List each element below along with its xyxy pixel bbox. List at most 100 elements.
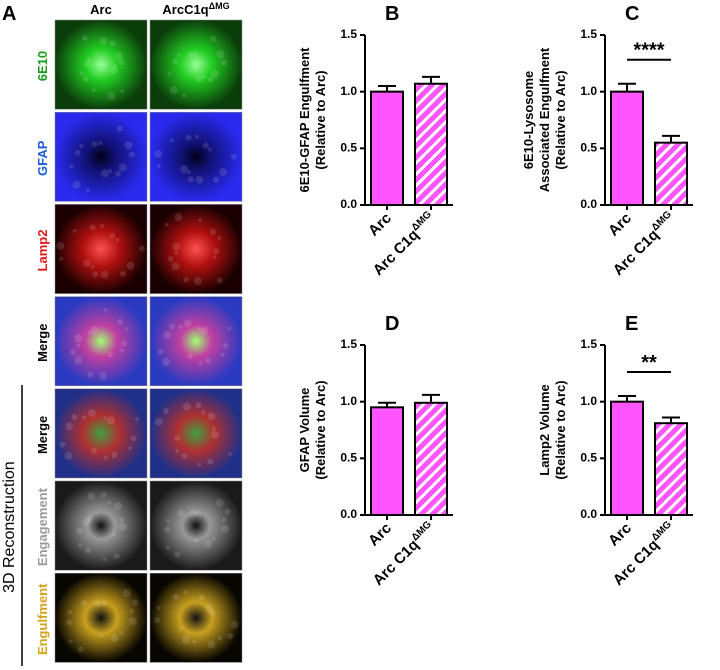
texture xyxy=(187,353,194,360)
texture xyxy=(90,325,99,334)
micrograph xyxy=(54,480,148,571)
texture xyxy=(157,348,164,355)
texture xyxy=(92,271,99,278)
error-bar xyxy=(662,134,680,143)
panel-letter: D xyxy=(385,313,399,335)
texture xyxy=(72,228,77,233)
texture xyxy=(172,242,181,251)
texture xyxy=(72,180,81,189)
texture xyxy=(207,640,216,649)
texture xyxy=(220,352,225,357)
bar xyxy=(610,400,644,516)
texture xyxy=(118,59,125,66)
bar xyxy=(654,141,688,207)
y-tick-label: 1.5 xyxy=(580,27,597,41)
texture xyxy=(129,609,134,614)
texture xyxy=(207,76,214,83)
texture xyxy=(87,491,96,500)
texture xyxy=(185,134,192,141)
error-bar xyxy=(422,75,440,84)
y-tick-label: 0.0 xyxy=(340,507,357,521)
y-tick-label: 0.5 xyxy=(580,451,597,465)
texture xyxy=(74,334,83,343)
texture xyxy=(68,639,73,644)
y-tick-label: 0.0 xyxy=(580,197,597,211)
texture xyxy=(221,517,226,522)
micrograph xyxy=(54,19,148,110)
texture xyxy=(174,551,181,558)
bar xyxy=(370,90,404,206)
texture xyxy=(210,430,219,439)
row-label: Merge xyxy=(35,416,50,454)
y-tick-label: 0.5 xyxy=(340,451,357,465)
texture xyxy=(161,358,170,367)
texture xyxy=(195,175,204,184)
texture xyxy=(193,51,198,56)
texture xyxy=(89,224,96,231)
texture xyxy=(71,414,78,421)
texture xyxy=(170,138,175,143)
texture xyxy=(172,58,179,65)
texture xyxy=(165,518,170,523)
texture xyxy=(113,553,120,560)
texture xyxy=(87,330,92,335)
texture xyxy=(172,593,179,600)
texture xyxy=(79,71,84,76)
micrograph xyxy=(149,572,243,663)
texture xyxy=(209,609,216,616)
texture xyxy=(114,502,123,511)
texture xyxy=(100,224,105,229)
row-label: Merge xyxy=(35,324,50,362)
texture xyxy=(77,543,82,548)
x-tick-label: Arc xyxy=(365,210,395,240)
texture xyxy=(91,88,96,93)
category: Arc xyxy=(365,520,395,550)
texture xyxy=(210,35,217,42)
y-tick-label: 1.0 xyxy=(340,394,357,408)
texture xyxy=(176,53,181,58)
bar xyxy=(610,90,644,206)
texture xyxy=(114,51,123,60)
texture xyxy=(187,176,194,183)
error-bar xyxy=(618,82,636,92)
texture xyxy=(216,50,225,59)
texture xyxy=(218,168,227,177)
texture xyxy=(116,125,123,132)
panel-letter: E xyxy=(625,313,638,335)
texture xyxy=(204,357,211,364)
bar xyxy=(414,401,448,516)
y-tick-label: 1.5 xyxy=(580,337,597,351)
y-tick-label: 1.5 xyxy=(340,27,357,41)
texture xyxy=(99,36,108,45)
texture xyxy=(84,60,91,67)
texture xyxy=(69,349,76,356)
texture xyxy=(85,547,92,554)
texture xyxy=(183,319,192,328)
panel-letter: C xyxy=(625,3,639,25)
texture xyxy=(110,66,119,75)
texture xyxy=(224,508,231,515)
texture xyxy=(218,636,223,641)
texture xyxy=(178,325,183,330)
texture xyxy=(120,348,125,353)
texture xyxy=(124,326,129,331)
texture xyxy=(100,600,107,607)
error-bar xyxy=(378,401,396,408)
y-tick-label: 0.5 xyxy=(580,141,597,155)
texture xyxy=(174,435,181,442)
texture xyxy=(187,51,194,58)
texture xyxy=(120,340,127,347)
texture xyxy=(90,264,95,269)
texture xyxy=(111,452,118,459)
texture xyxy=(120,89,125,94)
texture xyxy=(216,277,223,284)
micrograph xyxy=(54,111,148,202)
texture xyxy=(64,451,73,460)
texture xyxy=(163,407,170,414)
texture xyxy=(82,415,87,420)
micrograph xyxy=(149,19,243,110)
texture xyxy=(165,545,170,550)
texture xyxy=(215,498,224,507)
row-label: Lamp2 xyxy=(35,230,50,272)
texture xyxy=(138,245,145,252)
